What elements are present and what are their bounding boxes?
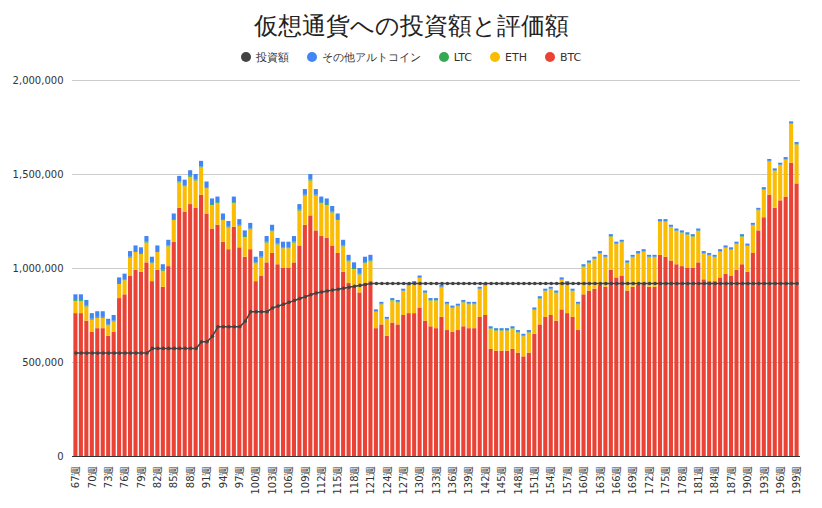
svg-text:73週: 73週 — [103, 466, 114, 489]
svg-text:142週: 142週 — [480, 466, 491, 495]
svg-text:139週: 139週 — [463, 466, 474, 495]
svg-text:109週: 109週 — [300, 466, 311, 495]
svg-text:181週: 181週 — [693, 466, 704, 495]
svg-text:500,000: 500,000 — [22, 357, 63, 368]
html-text:投資額: 投資額 — [255, 50, 289, 64]
svg-text:112週: 112週 — [316, 466, 327, 495]
svg-text:193週: 193週 — [759, 466, 770, 495]
svg-text:160週: 160週 — [578, 466, 589, 495]
svg-text:0: 0 — [57, 451, 63, 462]
svg-text:178週: 178週 — [677, 466, 688, 495]
svg-text:127週: 127週 — [398, 466, 409, 495]
svg-text:154週: 154週 — [545, 466, 556, 495]
html-text:BTC: BTC — [560, 50, 582, 64]
svg-text:163週: 163週 — [595, 466, 606, 495]
svg-text:91週: 91週 — [201, 466, 212, 489]
svg-text:103週: 103週 — [267, 466, 278, 495]
svg-text:76週: 76週 — [119, 466, 130, 489]
svg-text:166週: 166週 — [611, 466, 622, 495]
svg-text:2,000,000: 2,000,000 — [13, 75, 64, 86]
svg-text:157週: 157週 — [562, 466, 573, 495]
svg-text:121週: 121週 — [365, 466, 376, 495]
svg-text:82週: 82週 — [152, 466, 163, 489]
svg-text:94週: 94週 — [218, 466, 229, 489]
svg-text:187週: 187週 — [726, 466, 737, 495]
html-text:ETH: ETH — [505, 50, 527, 64]
html-text:仮想通貨への投資額と評価額: 仮想通貨への投資額と評価額 — [253, 12, 569, 40]
svg-text:190週: 190週 — [742, 466, 753, 495]
svg-text:1,500,000: 1,500,000 — [13, 169, 64, 180]
svg-text:115週: 115週 — [332, 466, 343, 495]
svg-text:97週: 97週 — [234, 466, 245, 489]
svg-text:100週: 100週 — [250, 466, 261, 495]
svg-text:124週: 124週 — [382, 466, 393, 495]
svg-text:175週: 175週 — [660, 466, 671, 495]
html-text:LTC: LTC — [453, 50, 472, 64]
svg-text:184週: 184週 — [709, 466, 720, 495]
svg-text:196週: 196週 — [775, 466, 786, 495]
svg-text:85週: 85週 — [168, 466, 179, 489]
svg-text:88週: 88週 — [185, 466, 196, 489]
svg-text:118週: 118週 — [349, 466, 360, 495]
svg-text:169週: 169週 — [627, 466, 638, 495]
svg-text:106週: 106週 — [283, 466, 294, 495]
svg-text:151週: 151週 — [529, 466, 540, 495]
html-text:その他アルトコイン: その他アルトコイン — [321, 50, 421, 64]
svg-text:130週: 130週 — [414, 466, 425, 495]
svg-text:70週: 70週 — [87, 466, 98, 489]
svg-text:1,000,000: 1,000,000 — [13, 263, 64, 274]
svg-text:67週: 67週 — [70, 466, 81, 489]
svg-text:148週: 148週 — [513, 466, 524, 495]
svg-text:136週: 136週 — [447, 466, 458, 495]
svg-text:199週: 199週 — [791, 466, 802, 495]
svg-text:133週: 133週 — [431, 466, 442, 495]
svg-text:172週: 172週 — [644, 466, 655, 495]
svg-text:145週: 145週 — [496, 466, 507, 495]
svg-text:79週: 79週 — [136, 466, 147, 489]
